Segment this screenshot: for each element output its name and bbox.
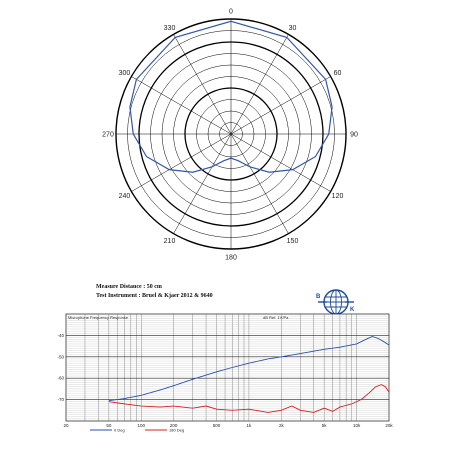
polar-spoke — [131, 133, 232, 192]
polar-angle-label: 120 — [332, 193, 344, 200]
polar-angle-label: 210 — [164, 238, 176, 245]
fr-header-right: dB Ref. 1V/Pa — [263, 315, 289, 320]
fr-x-tick-labels: 20 50 100 200 500 1k 2k 5k 10k 20k — [63, 423, 393, 428]
fr-x-tick-label: 50 — [106, 423, 112, 428]
polar-spoke — [230, 133, 331, 192]
polar-spoke — [230, 76, 331, 135]
polar-angle-label: 30 — [289, 25, 297, 32]
frequency-response-chart: Microphone Frequency Response dB Ref. 1V… — [57, 313, 393, 433]
fr-y-tick-label: -60 — [57, 376, 64, 381]
polar-angle-label: 240 — [119, 193, 131, 200]
fr-x-tick-label: 500 — [213, 423, 221, 428]
fr-legend-label: 180 Deg — [169, 428, 184, 433]
polar-angle-label: 90 — [350, 132, 358, 139]
polar-angle-label: 300 — [119, 70, 131, 77]
fr-x-tick-label: 10k — [353, 423, 361, 428]
fr-y-tick-label: -50 — [57, 354, 64, 359]
measure-distance-text: Measure Distance : 50 cm — [96, 284, 162, 290]
fr-grid — [66, 314, 389, 421]
polar-chart: 0 30 60 90 120 150 180 210 240 270 300 330 — [102, 9, 358, 262]
polar-spoke — [173, 34, 232, 135]
bk-logo: B K — [316, 289, 355, 315]
fr-y-tick-label: -70 — [57, 397, 64, 402]
polar-series — [129, 20, 333, 173]
polar-spoke — [230, 34, 289, 135]
fr-x-tick-label: 20 — [63, 423, 69, 428]
logo-letter-k: K — [350, 307, 355, 313]
fr-x-tick-label: 20k — [385, 423, 393, 428]
measurement-info: Measure Distance : 50 cm Test Instrument… — [96, 284, 213, 299]
polar-spoke — [173, 133, 232, 234]
polar-angle-label: 180 — [225, 255, 237, 262]
fr-x-tick-label: 5k — [322, 423, 328, 428]
polar-angle-label: 150 — [287, 238, 299, 245]
fr-y-tick-labels: -40 -50 -60 -70 — [57, 333, 64, 402]
logo-letter-b: B — [316, 294, 321, 300]
globe-icon — [318, 289, 354, 315]
polar-angle-label: 0 — [229, 9, 233, 16]
fr-y-tick-label: -40 — [57, 333, 64, 338]
polar-grid — [115, 18, 347, 250]
polar-angle-label: 60 — [334, 70, 342, 77]
polar-angle-labels: 0 30 60 90 120 150 180 210 240 270 300 330 — [102, 9, 358, 262]
polar-angle-label: 270 — [102, 132, 114, 139]
fr-legend-label: 0 Deg — [114, 428, 125, 433]
test-instrument-text: Test Instrument : Bruel & Kjaer 2012 & 9… — [96, 293, 213, 299]
fr-x-tick-label: 1k — [247, 423, 253, 428]
fr-series-line — [108, 335, 390, 402]
fr-x-tick-label: 2k — [279, 423, 285, 428]
fr-x-tick-label: 100 — [138, 423, 146, 428]
fr-x-tick-label: 200 — [170, 423, 178, 428]
fr-legend: 0 Deg 180 Deg — [90, 428, 184, 433]
polar-spoke — [131, 76, 232, 135]
fr-series — [108, 335, 390, 413]
polar-angle-label: 330 — [164, 25, 176, 32]
polar-spoke — [230, 133, 289, 234]
